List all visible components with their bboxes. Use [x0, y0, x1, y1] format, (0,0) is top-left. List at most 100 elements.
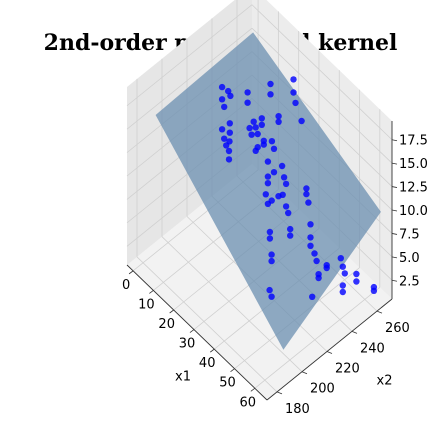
y-tick-label: 260 — [385, 321, 410, 336]
z-tick-mark — [391, 256, 398, 259]
z-tick-label: 5.0 — [399, 251, 420, 266]
z-tick-mark — [391, 233, 398, 235]
data-point — [260, 141, 267, 148]
data-point — [268, 251, 275, 258]
data-point — [244, 89, 251, 96]
data-point — [275, 113, 282, 120]
data-point — [226, 129, 233, 136]
z-tick-label: 2.5 — [399, 274, 420, 289]
x-tick-mark — [250, 387, 256, 392]
grid-line-y-back — [251, 27, 393, 164]
data-point — [218, 83, 226, 91]
data-point — [370, 287, 378, 294]
data-point — [280, 174, 288, 181]
grid-line-x1-floor — [254, 286, 381, 389]
grid-line-y-left — [126, 4, 253, 107]
x-tick-label: 40 — [199, 356, 216, 371]
data-point — [278, 162, 286, 170]
z-tick-label: 15.0 — [399, 157, 428, 172]
x-tick-mark — [189, 329, 195, 333]
data-point — [298, 117, 305, 125]
x-tick-mark — [128, 270, 134, 275]
z-tick-mark — [391, 279, 398, 282]
data-point — [221, 135, 228, 142]
x-tick-mark — [149, 290, 154, 294]
data-point — [254, 130, 261, 138]
data-point — [307, 221, 314, 228]
grid-line-y-left — [126, 27, 253, 130]
data-point — [305, 199, 312, 206]
data-point — [307, 234, 314, 241]
data-point — [303, 190, 310, 198]
data-point — [221, 103, 228, 111]
data-point — [267, 91, 274, 98]
data-point — [252, 147, 259, 154]
data-point — [290, 76, 297, 83]
data-point — [252, 124, 259, 131]
data-point — [268, 197, 275, 204]
z-tick-mark — [391, 186, 398, 188]
data-point — [275, 193, 282, 200]
data-point — [307, 242, 314, 249]
data-point — [311, 250, 318, 257]
data-point — [287, 232, 294, 239]
data-point — [225, 87, 232, 95]
x-tick-label: 0 — [122, 278, 130, 293]
y-axis-label: x2 — [377, 374, 393, 389]
y-tick-label: 180 — [285, 402, 310, 417]
data-point — [337, 255, 344, 262]
data-point — [292, 99, 299, 107]
z-tick-mark — [391, 209, 398, 212]
y-axis-line — [266, 298, 393, 401]
data-point — [339, 263, 346, 270]
y-tick-label: 200 — [310, 382, 335, 397]
data-point — [285, 209, 292, 217]
data-point — [225, 147, 233, 155]
data-point — [250, 118, 257, 125]
data-point — [339, 282, 346, 289]
x-tick-label: 50 — [219, 376, 236, 391]
data-point — [218, 126, 226, 133]
grid-line-x2-floor — [161, 236, 303, 373]
x-tick-label: 60 — [240, 395, 257, 410]
data-points-layer — [218, 76, 378, 300]
data-point — [244, 99, 251, 106]
z-tick-label: 7.5 — [399, 227, 420, 242]
y-tick-mark — [276, 391, 283, 395]
data-point — [270, 145, 278, 152]
data-point — [225, 156, 233, 163]
y-tick-label: 240 — [360, 341, 385, 356]
z-tick-label: 12.5 — [399, 181, 428, 196]
z-tick-label: 17.5 — [399, 134, 428, 149]
z-tick-label: 10.0 — [399, 204, 428, 219]
x-tick-mark — [230, 368, 235, 373]
data-point — [227, 92, 234, 100]
data-point — [309, 293, 316, 300]
data-point — [264, 158, 272, 165]
data-point — [258, 115, 265, 122]
grid-line-y-back — [251, 4, 393, 141]
data-point — [218, 96, 226, 103]
data-point — [303, 185, 310, 192]
y-tick-mark — [351, 330, 358, 334]
data-point — [353, 270, 360, 278]
data-point — [266, 286, 273, 294]
data-point — [262, 191, 269, 198]
data-point — [268, 293, 275, 300]
y-tick-mark — [326, 351, 333, 354]
grid-line-x2-floor — [136, 256, 278, 393]
x-tick-label: 10 — [138, 297, 155, 312]
x-tick-mark — [210, 348, 215, 353]
y-tick-mark — [376, 310, 383, 314]
data-point — [282, 203, 290, 210]
data-point — [226, 120, 233, 127]
data-point — [267, 80, 274, 88]
x-tick-label: 30 — [179, 337, 196, 352]
y-tick-label: 220 — [335, 362, 360, 377]
data-point — [226, 138, 233, 145]
data-point — [268, 257, 275, 265]
x-tick-label: 20 — [158, 317, 175, 332]
y-tick-mark — [301, 371, 308, 375]
